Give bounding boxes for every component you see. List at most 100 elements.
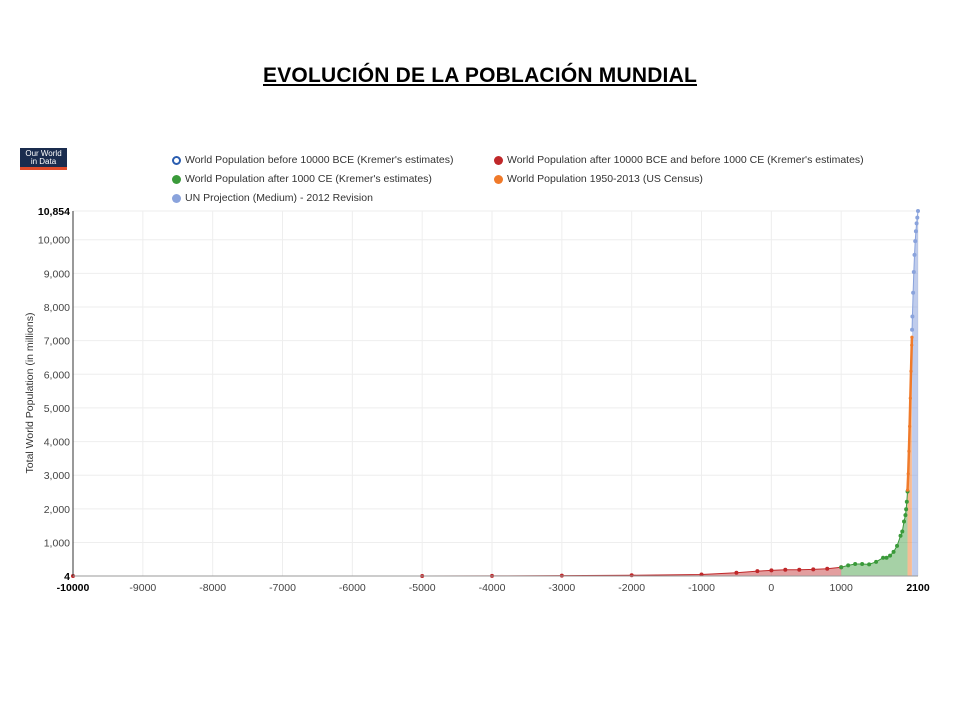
data-point-un [916,209,920,213]
logo-line-2: in Data [30,157,57,166]
data-point-census [908,396,912,400]
legend-label: World Population 1950-2013 (US Census) [507,173,703,185]
x-tick-label: -9000 [129,582,156,594]
data-point-after10000 [755,569,760,574]
series-line-census [906,337,914,491]
y-tick-label: 10,000 [38,235,70,247]
data-point-after1000 [903,513,908,518]
data-point-un [915,215,920,220]
data-point-after1000 [860,562,865,567]
our-world-in-data-logo: Our World in Data [20,148,67,170]
data-point-after10000 [797,567,802,572]
legend-label: World Population before 10000 BCE (Kreme… [185,154,454,166]
data-point-after1000 [888,553,893,558]
legend-marker-red [494,155,503,165]
data-point-after1000 [867,562,872,567]
data-point-un [911,270,916,275]
data-point-un [912,252,917,257]
legend-item-before-10000[interactable]: World Population before 10000 BCE (Kreme… [172,154,454,166]
data-point-un [910,314,915,319]
x-tick-label: -7000 [269,582,296,594]
data-point-census [910,343,914,347]
y-tick-label: 8,000 [44,302,70,314]
chart-legend: World Population before 10000 BCE (Kreme… [170,152,910,206]
data-point-after1000 [898,533,903,538]
data-point-after1000 [884,555,889,560]
legend-marker-blue [172,193,181,203]
legend-label: World Population after 10000 BCE and bef… [507,154,864,166]
data-point-census [906,472,910,476]
x-tick-label: -5000 [409,582,436,594]
data-point-census [905,488,910,492]
y-tick-label: 10,854 [38,206,70,218]
data-point-after10000 [699,572,704,577]
data-point-after10000 [783,567,788,572]
x-tick-label: -8000 [199,582,226,594]
data-point-after1000 [904,507,909,512]
legend-marker-green [172,174,181,184]
data-point-after10000 [811,567,816,572]
data-point-after10000 [769,568,774,573]
axes [72,211,918,577]
x-tick-label: -1000 [688,582,715,594]
data-point-after10000 [734,570,739,575]
y-tick-label: 6,000 [44,369,70,381]
data-point-census [909,369,913,373]
legend-item-un-projection[interactable]: UN Projection (Medium) - 2012 Revision [172,192,373,204]
x-tick-label: 0 [768,582,774,594]
data-point-after1000 [839,565,844,570]
data-point-un [913,229,918,234]
logo-line-1: Our World [25,149,62,158]
y-tick-label: 5,000 [44,403,70,415]
tick-labels: -1000 0 -9000 -8000 -7000 -6000 -5000 -4000 -300… [38,206,930,594]
y-tick-label: 2,000 [44,504,70,516]
series-points [71,209,920,578]
y-axis-label: Total World Population (in millions) [24,313,36,474]
slide-title: EVOLUCIÓN DE LA POBLACIÓN MUNDIAL [263,64,697,87]
data-point-after1000 [853,562,858,567]
series-area-un [912,211,918,576]
x-tick-label: -3000 [548,582,575,594]
legend-label: UN Projection (Medium) - 2012 Revision [185,192,373,204]
y-tick-label: 1,000 [44,537,70,549]
data-point-after1000 [900,529,905,534]
grid-lines [72,210,919,577]
legend-item-after-10000[interactable]: World Population after 10000 BCE and bef… [494,154,864,166]
y-tick-label: 7,000 [44,336,70,348]
data-point-un [913,239,918,244]
y-tick-label: 9,000 [44,268,70,280]
data-point-census [910,335,914,339]
data-point-census [907,449,911,453]
data-point-after10000 [629,573,634,578]
data-point-un [914,221,919,226]
x-tick-label: 1000 [830,582,854,594]
series-line-un [911,210,919,330]
data-point-un [910,327,915,332]
data-point-after1000 [874,559,879,564]
data-point-after1000 [846,563,851,568]
data-point-after1000 [904,499,909,504]
series-lines [72,210,919,577]
y-tick-label: 4,000 [44,437,70,449]
y-tick-label: 4 [64,571,70,583]
series-area-after1000 [841,491,908,576]
x-tick-label: -6000 [339,582,366,594]
legend-marker-hollow [172,155,181,165]
series-area-after10000 [73,567,842,576]
x-tick-label: 2100 [906,582,930,594]
x-tick-label: -4000 [479,582,506,594]
data-point-un [911,290,916,295]
legend-item-after-1000[interactable]: World Population after 1000 CE (Kremer's… [172,173,432,185]
data-point-census [908,424,912,429]
legend-marker-orange [494,174,503,184]
x-tick-label: -2000 [618,582,645,594]
data-point-after10000 [825,566,830,571]
data-point-after1000 [895,543,900,548]
series-areas [73,211,918,576]
data-point-after1000 [902,519,907,524]
data-point-after1000 [881,555,886,560]
data-point-after1000 [891,549,896,554]
legend-label: World Population after 1000 CE (Kremer's… [185,173,432,185]
legend-item-census[interactable]: World Population 1950-2013 (US Census) [494,173,703,185]
